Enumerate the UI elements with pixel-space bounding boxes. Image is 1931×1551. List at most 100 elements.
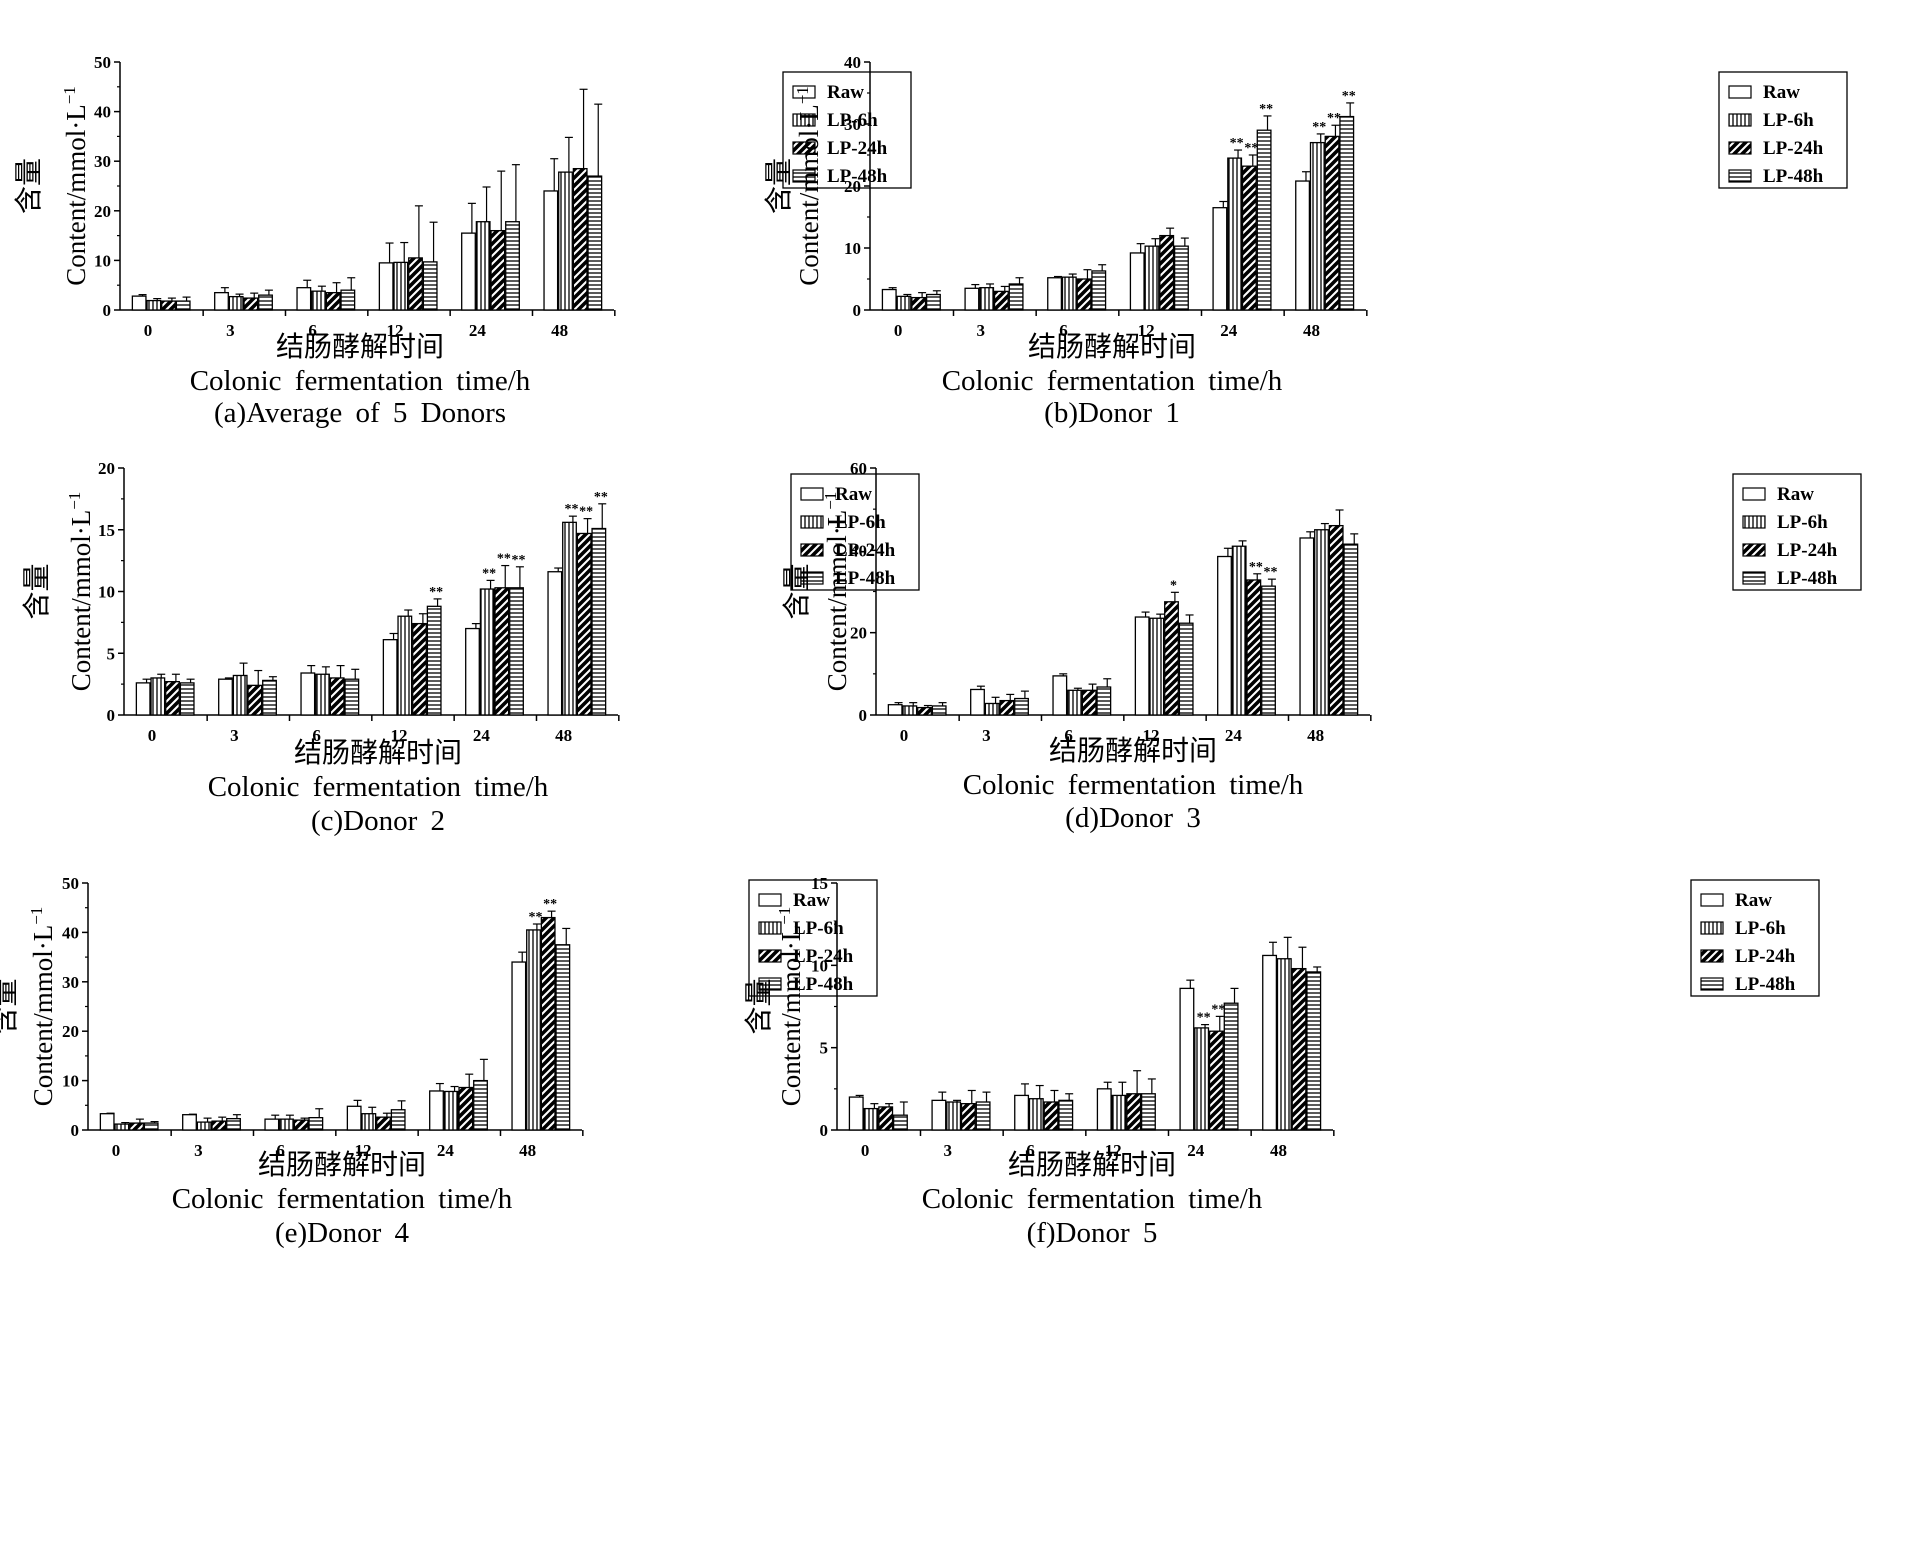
bar-lp-6h: [896, 295, 912, 311]
legend-label: LP-48h: [793, 974, 854, 995]
bar-raw: [1047, 277, 1063, 311]
bar-lp-48h: [1173, 245, 1189, 311]
legend-swatch: [1728, 85, 1752, 99]
bar-lp-6h: [863, 1107, 879, 1131]
bar-lp-48h: [175, 300, 191, 311]
legend-label: Raw: [1763, 82, 1800, 103]
bar-lp-6h: [1314, 529, 1329, 716]
bar-lp-24h: [408, 257, 423, 311]
bar-lp-6h: [1149, 617, 1165, 716]
legend-swatch: [1742, 543, 1766, 557]
bar-lp-24h: [293, 1119, 309, 1131]
y-tick-label: 0: [103, 301, 112, 320]
bar-lp-24h: [993, 290, 1009, 311]
bar-lp-6h: [946, 1101, 962, 1131]
legend-label: LP-24h: [835, 540, 896, 561]
bar-lp-6h: [1194, 1027, 1210, 1131]
bar-raw: [1096, 1088, 1112, 1131]
y-tick-label: 30: [844, 115, 861, 134]
bar-lp-6h: [315, 673, 330, 716]
bar-lp-48h: [1140, 1093, 1156, 1131]
bar-lp-48h: [473, 1079, 488, 1131]
y-tick-label: 40: [850, 541, 867, 560]
bar-lp-24h: [165, 681, 180, 716]
legend: Raw LP-6h LP-24h LP-48h: [790, 473, 920, 591]
y-tick-label: 0: [107, 706, 116, 725]
x-axis-label-en: Colonic fermentation time/h: [922, 1183, 1263, 1215]
y-tick-label: 30: [94, 152, 111, 171]
bar-lp-6h: [114, 1123, 130, 1131]
legend-label: LP-24h: [827, 138, 888, 159]
bar-lp-6h: [196, 1121, 212, 1131]
bar-lp-48h: [892, 1114, 908, 1131]
legend-swatch: [1742, 515, 1766, 529]
legend-label: LP-6h: [835, 512, 886, 533]
bar-lp-48h: [1096, 686, 1112, 716]
bar-lp-6h: [1111, 1094, 1127, 1131]
significance-mark: **: [564, 502, 578, 517]
bar-lp-24h: [999, 699, 1015, 716]
bar-lp-6h: [228, 295, 244, 311]
bar-lp-6h: [1276, 958, 1292, 1131]
legend: Raw LP-6h LP-24h LP-48h: [1718, 71, 1848, 189]
bar-lp-6h: [526, 929, 541, 1131]
y-tick-label: 20: [844, 177, 861, 196]
y-axis-label-cn: 含量: [0, 978, 21, 1034]
legend-label: LP-48h: [1763, 166, 1824, 187]
legend-swatch: [1742, 487, 1766, 501]
y-tick-label: 40: [94, 103, 111, 122]
bar-lp-6h: [279, 1118, 294, 1131]
y-axis-label: Content/mmol·L−1: [27, 907, 58, 1107]
bar-lp-24h: [458, 1086, 474, 1131]
bar-lp-6h: [902, 705, 918, 716]
x-tick-label: 48: [519, 1141, 536, 1160]
legend-swatch: [800, 543, 824, 557]
bar-lp-6h: [232, 674, 248, 716]
x-axis-label-en: Colonic fermentation time/h: [963, 769, 1304, 801]
y-tick-label: 0: [853, 301, 862, 320]
bar-raw: [378, 262, 394, 311]
bar-lp-24h: [412, 622, 427, 716]
significance-mark: **: [579, 505, 593, 520]
bar-lp-6h: [1227, 157, 1243, 311]
y-tick-label: 15: [811, 874, 828, 893]
bar-raw: [99, 1113, 115, 1131]
y-tick-label: 50: [94, 53, 111, 72]
legend-label: LP-48h: [1777, 568, 1838, 589]
legend-label: LP-48h: [835, 568, 896, 589]
y-tick-label: 60: [850, 459, 867, 478]
y-tick-label: 20: [98, 459, 115, 478]
legend-swatch: [1742, 571, 1766, 585]
x-axis-label-cn: 结肠酵解时间: [276, 330, 444, 363]
bar-lp-48h: [1178, 622, 1194, 716]
significance-mark: **: [1244, 141, 1258, 156]
bar-lp-24h: [1164, 601, 1179, 716]
legend-label: LP-6h: [1735, 918, 1786, 939]
significance-mark: **: [594, 490, 608, 505]
x-tick-label: 6: [1064, 726, 1073, 745]
x-tick-label: 0: [900, 726, 909, 745]
x-tick-label: 24: [473, 726, 491, 745]
x-tick-label: 0: [112, 1141, 121, 1160]
bar-raw: [264, 1118, 280, 1131]
x-axis-label-en: Colonic fermentation time/h: [208, 771, 549, 803]
bar-lp-6h: [1028, 1098, 1044, 1131]
x-axis-label-cn: 结肠酵解时间: [258, 1148, 426, 1181]
x-tick-label: 12: [1142, 726, 1159, 745]
bar-raw: [1299, 537, 1315, 716]
y-axis-label: Content/mmol·L−1: [60, 86, 91, 286]
x-tick-label: 12: [386, 321, 403, 340]
bar-lp-24h: [917, 706, 932, 716]
bar-lp-24h: [490, 229, 506, 311]
bar-lp-48h: [422, 261, 438, 311]
y-tick-label: 10: [98, 583, 115, 602]
bar-lp-24h: [494, 587, 510, 716]
bar-lp-6h: [146, 299, 162, 311]
bar-raw: [970, 688, 985, 716]
bar-lp-6h: [393, 261, 409, 311]
x-tick-label: 12: [390, 726, 407, 745]
bar-lp-48h: [1306, 971, 1322, 1131]
legend-swatch: [758, 977, 782, 991]
x-axis-label-cn: 结肠酵解时间: [1049, 734, 1217, 767]
